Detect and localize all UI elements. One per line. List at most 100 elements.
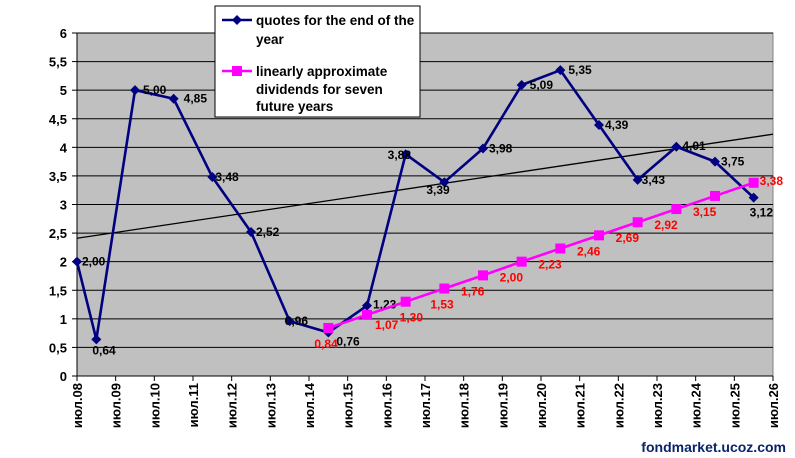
data-label: 3,12: [750, 206, 774, 220]
legend-quotes-text-2: year: [256, 32, 285, 47]
data-label: 3,48: [215, 170, 239, 184]
y-tick-label: 4: [60, 140, 68, 155]
data-label: 2,23: [538, 258, 562, 272]
series-line: [327, 181, 755, 330]
trendline-path: [77, 133, 773, 239]
data-label: 4,39: [605, 118, 629, 132]
data-label: 1,30: [400, 311, 424, 325]
data-label: 3,43: [642, 173, 666, 187]
y-tick-label: 6: [60, 26, 67, 41]
data-point: [168, 93, 179, 104]
data-point: [671, 141, 682, 152]
x-tick-label: июл.26: [766, 383, 781, 428]
data-point: [362, 309, 372, 320]
data-label: 2,92: [654, 218, 678, 232]
x-tick-label: июл.15: [341, 383, 356, 428]
data-point: [555, 65, 566, 76]
data-label: 5,35: [568, 63, 592, 77]
x-tick-label: июл.22: [611, 383, 626, 428]
data-label: 1,07: [375, 318, 399, 332]
data-point: [284, 316, 295, 327]
x-tick-label: июл.16: [379, 383, 394, 428]
x-tick-label: июл.24: [689, 382, 704, 428]
data-label: 1,76: [461, 284, 485, 298]
gridlines: [77, 32, 773, 348]
data-point: [748, 177, 759, 188]
data-point: [207, 172, 218, 183]
x-tick-label: июл.13: [263, 383, 278, 428]
trendline: [77, 133, 773, 239]
data-label: 0,96: [285, 314, 309, 328]
x-tick-label: июл.08: [70, 383, 85, 428]
data-label: 2,69: [616, 231, 640, 245]
data-label: 4,01: [682, 139, 706, 153]
data-label: 5,09: [530, 78, 554, 92]
data-point: [72, 256, 82, 267]
data-point: [439, 283, 450, 294]
legend-quotes-marker: [232, 15, 242, 25]
data-label: 4,85: [184, 92, 208, 106]
y-tick-label: 5: [60, 83, 67, 98]
x-tick-label: июл.10: [147, 383, 162, 428]
data-label: 2,00: [82, 255, 106, 269]
data-point: [323, 322, 334, 333]
x-tick-label: июл.17: [418, 383, 433, 428]
y-tick-label: 0: [60, 369, 67, 384]
data-label: 0,64: [92, 343, 116, 357]
watermark: fondmarket.ucoz.com: [641, 439, 786, 455]
y-axis-ticks: 0 0,5 1 1,5 2 2,5 3 3,5 4 4,5 5 5,5 6: [49, 26, 78, 384]
y-tick-label: 1,5: [49, 283, 67, 298]
data-point: [246, 226, 256, 237]
data-point: [516, 80, 527, 91]
y-tick-label: 3: [60, 198, 67, 213]
x-tick-label: июл.21: [573, 383, 588, 428]
data-point: [594, 230, 604, 241]
data-label: 0,84: [314, 337, 338, 351]
data-label: 0,76: [336, 335, 360, 349]
series-dividends: 0,84 1,071,30 1,53 1,76 2,00 2,23 2,46 2,69 2,92…: [314, 174, 783, 351]
data-label: 3,38: [760, 174, 784, 188]
y-tick-label: 0,5: [49, 340, 67, 355]
series-quotes: 2,00 0,64 5,00 4,85 3,48 2,52 0,96 0,76 1,23 3,88…: [72, 63, 773, 357]
data-point: [478, 143, 488, 154]
data-label: 3,88: [388, 148, 412, 162]
data-point: [130, 85, 140, 96]
data-label: 2,46: [577, 244, 601, 258]
data-label: 3,75: [721, 155, 745, 169]
data-label: 2,52: [256, 225, 280, 239]
data-label: 3,98: [489, 141, 513, 155]
data-point: [91, 334, 102, 345]
x-tick-label: июл.11: [186, 383, 201, 427]
data-point: [555, 243, 566, 254]
data-point: [400, 149, 411, 160]
data-label: 3,39: [426, 183, 450, 197]
data-label: 5,00: [143, 83, 167, 97]
x-tick-label: июл.09: [109, 383, 124, 428]
legend-dividends-text-3: future years: [256, 99, 333, 114]
data-label: 1,53: [430, 298, 454, 312]
x-tick-label: июл.18: [457, 383, 472, 428]
y-tick-label: 1: [60, 312, 67, 327]
x-tick-label: июл.25: [727, 383, 742, 428]
legend-dividends-marker: [232, 66, 242, 76]
data-point: [632, 217, 643, 228]
legend-dividends-text-1: linearly approximate: [256, 64, 388, 79]
data-point: [478, 270, 488, 281]
x-axis-ticks: июл.08 июл.09 июл.10 июл.11 июл.12 июл.13 июл.…: [70, 375, 781, 428]
legend-quotes-text-1: quotes for the end of the: [256, 13, 415, 28]
data-point: [516, 256, 527, 267]
legend-dividends-text-2: dividends for seven: [256, 82, 383, 97]
data-label: 1,23: [373, 298, 397, 312]
data-point: [710, 156, 720, 167]
x-tick-label: июл.23: [650, 383, 665, 428]
y-tick-label: 4,5: [49, 112, 67, 127]
data-point: [439, 177, 450, 188]
data-point: [671, 204, 682, 215]
data-point: [400, 296, 411, 307]
data-point: [362, 300, 372, 311]
legend-box: [214, 5, 421, 118]
x-tick-label: июл.20: [534, 383, 549, 428]
y-tick-label: 2: [60, 255, 67, 270]
y-tick-label: 2,5: [49, 226, 67, 241]
x-tick-label: июл.14: [302, 382, 317, 428]
